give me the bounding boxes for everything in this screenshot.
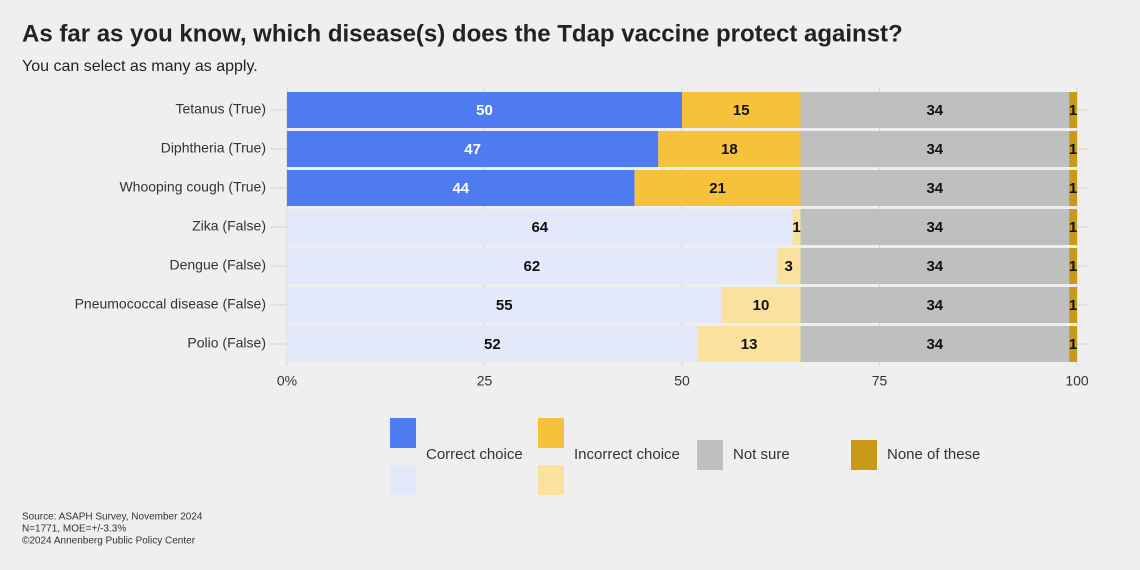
legend-swatch bbox=[390, 465, 416, 495]
bar-segment bbox=[1069, 131, 1077, 167]
value-label: 3 bbox=[784, 258, 792, 275]
legend-swatch bbox=[538, 465, 564, 495]
x-tick-label: 25 bbox=[477, 373, 493, 389]
value-label: 1 bbox=[1069, 336, 1077, 353]
value-label: 62 bbox=[524, 258, 541, 275]
bar-segment bbox=[800, 209, 1070, 245]
chart-subtitle: You can select as many as apply. bbox=[22, 58, 258, 75]
value-label: 13 bbox=[741, 336, 758, 353]
value-label: 1 bbox=[1069, 219, 1077, 236]
value-label: 15 bbox=[733, 102, 750, 119]
legend-swatch bbox=[390, 418, 416, 448]
value-label: 55 bbox=[496, 297, 513, 314]
bar-segment bbox=[697, 326, 801, 362]
value-label: 34 bbox=[926, 336, 943, 353]
bar-segment bbox=[287, 131, 659, 167]
value-label: 1 bbox=[1069, 180, 1077, 197]
value-label: 1 bbox=[792, 219, 800, 236]
value-label: 18 bbox=[721, 141, 738, 158]
legend-label: None of these bbox=[887, 446, 980, 463]
bar-segment bbox=[800, 170, 1070, 206]
bar-segment bbox=[776, 248, 801, 284]
value-label: 10 bbox=[753, 297, 770, 314]
bar-segment bbox=[800, 131, 1070, 167]
bar-segment bbox=[682, 92, 801, 128]
value-label: 1 bbox=[1069, 297, 1077, 314]
bar-segment bbox=[800, 248, 1070, 284]
chart-title: As far as you know, which disease(s) doe… bbox=[22, 20, 903, 47]
bar-segment bbox=[800, 92, 1070, 128]
value-label: 21 bbox=[709, 180, 726, 197]
x-tick-label: 0% bbox=[277, 373, 297, 389]
value-label: 34 bbox=[926, 102, 943, 119]
legend-swatch bbox=[697, 440, 723, 470]
y-tick-label: Polio (False) bbox=[187, 335, 266, 351]
source-note: Source: ASAPH Survey, November 2024 bbox=[22, 512, 203, 523]
source-note: N=1771, MOE=+/-3.3% bbox=[22, 524, 126, 535]
value-label: 34 bbox=[926, 219, 943, 236]
y-tick-label: Diphtheria (True) bbox=[161, 140, 266, 156]
legend-label: Incorrect choice bbox=[574, 446, 680, 463]
bar-segment bbox=[1069, 248, 1077, 284]
bar-segment bbox=[287, 209, 793, 245]
bar-segment bbox=[1069, 287, 1077, 323]
x-tick-label: 50 bbox=[674, 373, 690, 389]
bar-segment bbox=[287, 92, 682, 128]
bar-segment bbox=[1069, 209, 1077, 245]
bar-segment bbox=[287, 326, 698, 362]
y-tick-label: Dengue (False) bbox=[170, 257, 267, 273]
bar-segment bbox=[634, 170, 801, 206]
y-tick-label: Tetanus (True) bbox=[175, 101, 266, 117]
value-label: 52 bbox=[484, 336, 501, 353]
value-label: 34 bbox=[926, 141, 943, 158]
bar-segment bbox=[800, 287, 1070, 323]
bars: 50 15 34 1 47 18 34 1 44 21 34 1 64 1 34 1 62 3 34 1 55 10 34 1… bbox=[287, 92, 1077, 362]
x-tick-label: 75 bbox=[872, 373, 888, 389]
source-note: ©2024 Annenberg Public Policy Center bbox=[22, 536, 196, 547]
bar-segment bbox=[1069, 170, 1077, 206]
value-label: 44 bbox=[452, 180, 469, 197]
x-tick-label: 100 bbox=[1065, 373, 1089, 389]
value-label: 34 bbox=[926, 258, 943, 275]
value-label: 50 bbox=[476, 102, 493, 119]
value-label: 34 bbox=[926, 297, 943, 314]
bar-segment bbox=[792, 209, 801, 245]
bar-segment bbox=[658, 131, 801, 167]
legend-swatch bbox=[538, 418, 564, 448]
y-tick-label: Pneumococcal disease (False) bbox=[75, 296, 266, 312]
y-tick-label: Whooping cough (True) bbox=[119, 179, 266, 195]
bar-segment bbox=[287, 287, 722, 323]
value-label: 47 bbox=[464, 141, 481, 158]
value-label: 64 bbox=[531, 219, 548, 236]
legend-label: Not sure bbox=[733, 446, 790, 463]
bar-segment bbox=[721, 287, 801, 323]
bar-segment bbox=[287, 248, 777, 284]
value-label: 1 bbox=[1069, 102, 1077, 119]
value-label: 1 bbox=[1069, 141, 1077, 158]
y-tick-label: Zika (False) bbox=[192, 218, 266, 234]
bar-segment bbox=[287, 170, 635, 206]
bar-segment bbox=[800, 326, 1070, 362]
legend-swatch bbox=[851, 440, 877, 470]
value-label: 1 bbox=[1069, 258, 1077, 275]
bar-segment bbox=[1069, 92, 1077, 128]
bar-segment bbox=[1069, 326, 1077, 362]
legend-label: Correct choice bbox=[426, 446, 523, 463]
value-label: 34 bbox=[926, 180, 943, 197]
